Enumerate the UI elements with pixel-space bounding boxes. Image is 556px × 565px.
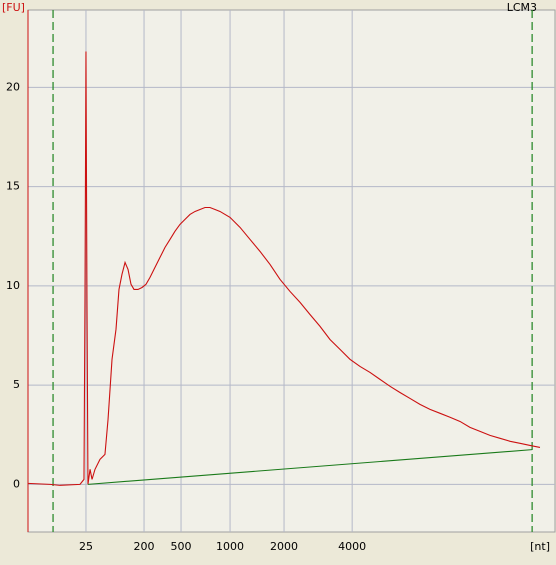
sample-name: LCM3 [507, 1, 537, 14]
y-tick-label: 20 [6, 80, 20, 93]
x-tick-label: 200 [134, 540, 155, 553]
y-tick-label: 0 [13, 477, 20, 490]
y-tick-label: 5 [13, 378, 20, 391]
x-tick-label: 500 [171, 540, 192, 553]
x-axis-label: [nt] [530, 540, 550, 553]
x-tick-label: 2000 [270, 540, 298, 553]
trace [27, 51, 541, 486]
y-tick-label: 10 [6, 279, 20, 292]
plot-area [27, 9, 556, 533]
y-tick-label: 15 [6, 180, 20, 193]
trace [87, 449, 533, 485]
x-tick-label: 25 [79, 540, 93, 553]
x-tick-label: 1000 [216, 540, 244, 553]
x-tick-label: 4000 [338, 540, 366, 553]
y-axis-label: [FU] [2, 1, 25, 14]
